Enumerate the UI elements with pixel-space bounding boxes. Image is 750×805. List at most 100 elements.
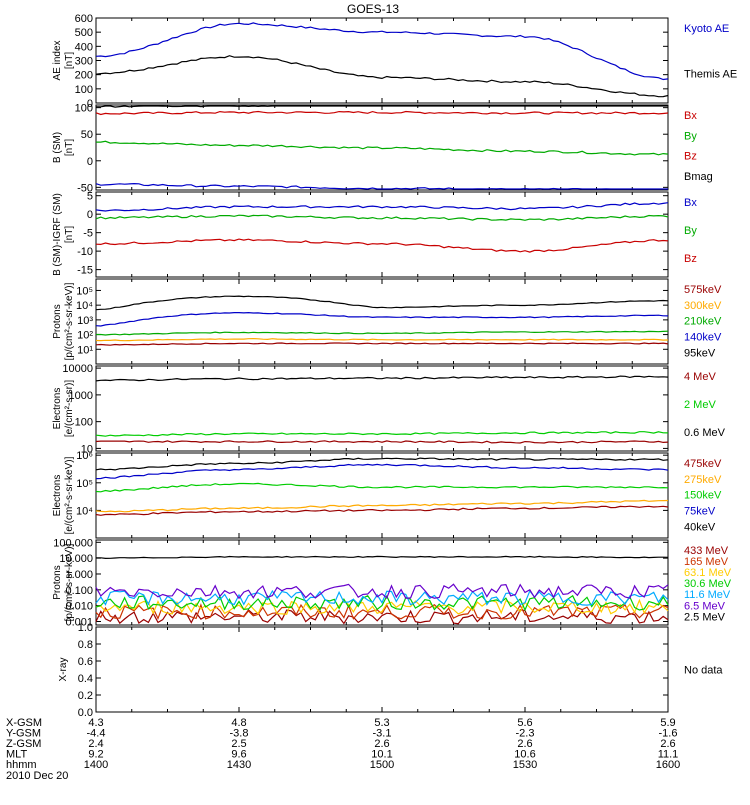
panel-frame [95, 626, 669, 713]
series-line [95, 463, 669, 480]
y-tick-label: 100 [75, 103, 93, 115]
ephemeris-value: -3.8 [230, 728, 249, 740]
series-line [95, 110, 669, 116]
y-axis-label: Protons [52, 304, 63, 338]
y-tick-label: 0.0 [78, 707, 93, 719]
legend-label: 63.1 MeV [684, 567, 732, 579]
y-tick-label: 1.0 [78, 622, 93, 634]
panel-xray: 1.0 0.8 0.6 0.4 0.2 0.0 X-ray No data [58, 622, 723, 719]
y-axis-label: Electrons [52, 475, 63, 517]
ephemeris-value: 10.1 [371, 749, 392, 761]
legend-label: 30.6 MeV [684, 578, 732, 590]
y-tick-label: 10¹ [77, 344, 93, 356]
y-axis-label: Electrons [52, 388, 63, 430]
y-tick-label: 10⁴ [76, 300, 93, 312]
series-line [95, 311, 669, 327]
ephemeris-value: -3.1 [373, 728, 392, 740]
series-line [95, 583, 669, 600]
legend-label: 300keV [684, 300, 722, 312]
y-tick-label: 10⁵ [76, 478, 93, 490]
legend-label: 140keV [684, 332, 722, 344]
y-axis-label: [p/(cm²-s-sr-keV)] [64, 282, 75, 360]
ephemeris-value: 10.6 [514, 749, 535, 761]
y-tick-label: 0 [87, 156, 93, 168]
legend-label: 6.5 MeV [684, 600, 726, 612]
series-line [95, 337, 669, 342]
series-line [95, 431, 669, 437]
legend-label: Bz [684, 151, 697, 163]
y-tick-label: 0 [87, 209, 93, 221]
y-tick-label: 10000 [62, 363, 93, 375]
series-line [96, 555, 669, 560]
panel-protons-high: 100.000 10.000 1.000 0.100 0.010 0.001 Protons… [52, 537, 732, 628]
series-line [96, 330, 669, 336]
series-line [95, 375, 669, 382]
y-tick-label: 0.001 [65, 616, 93, 628]
ephemeris-value: -2.3 [516, 728, 535, 740]
legend-label: 95keV [684, 347, 716, 359]
series-line [95, 499, 669, 513]
y-tick-label: 10³ [77, 315, 93, 327]
legend-label: Kyoto AE [684, 23, 729, 35]
y-tick-label: 10⁵ [76, 285, 93, 297]
y-tick-label: 1.000 [65, 569, 93, 581]
series-line [95, 440, 669, 444]
legend-label: Bz [684, 253, 697, 265]
series-line [95, 295, 669, 311]
y-tick-label: 5 [87, 191, 93, 203]
panel-frame [95, 278, 669, 365]
y-tick-label: 100 [75, 417, 93, 429]
plot-date: 2010 Dec 20 [6, 770, 68, 782]
series-line [96, 105, 668, 108]
ephemeris-value: 5.6 [517, 717, 532, 729]
series-line [95, 182, 668, 190]
panel-ae: 600 500 400 300 200 100 0 AE index [nT] Kyoto AE T… [52, 13, 737, 110]
series-line [95, 457, 669, 471]
ephemeris-value: 4.3 [88, 717, 103, 729]
ephemeris-value: 5.3 [374, 717, 389, 729]
legend-label: Bmag [684, 171, 713, 183]
series-line [95, 505, 669, 516]
y-axis-label: [nT] [64, 226, 75, 243]
legend-label: 210keV [684, 316, 722, 328]
panel-electrons-mev: 10000 1000 100 10 Electrons [e/(cm²-s-sr)] 4 M… [52, 363, 726, 455]
ephemeris-label: X-GSM [6, 717, 42, 729]
y-axis-label: AE index [52, 40, 63, 80]
series-line [95, 589, 669, 606]
panel-frame [95, 191, 669, 278]
legend-label: 475keV [684, 458, 722, 470]
legend-label: 75keV [684, 506, 716, 518]
legend-label: 11.6 MeV [684, 589, 731, 601]
y-axis-label: [nT] [64, 52, 75, 69]
y-axis-label: B (SM) [52, 132, 63, 163]
ephemeris-value: 1530 [513, 759, 537, 771]
y-tick-label: 10⁶ [76, 450, 93, 462]
legend-label: By [684, 225, 697, 237]
legend-label: 40keV [684, 521, 716, 533]
ephemeris-value: 2.5 [231, 738, 246, 750]
panel-bsm: 100 50 0 -50 B (SM) [nT] Bx By Bz Bmag [52, 103, 713, 195]
legend-label: No data [684, 665, 723, 677]
y-axis-label: [p/(cm²-s-sr-keV)] [64, 543, 75, 621]
y-tick-label: 50 [81, 129, 93, 141]
series-line [96, 140, 669, 156]
ephemeris-label: MLT [6, 749, 27, 761]
y-tick-label: -15 [77, 265, 93, 277]
ephemeris-value: 2.6 [660, 738, 675, 750]
y-tick-label: 100.000 [53, 537, 93, 549]
ephemeris-label: Y-GSM [6, 728, 41, 740]
legend-label: 4 MeV [684, 371, 716, 383]
ephemeris-value: -1.6 [659, 728, 678, 740]
series-line [95, 202, 669, 212]
legend-label: By [684, 130, 697, 142]
ephemeris-value: -4.4 [87, 728, 106, 740]
ephemeris-value: 1500 [370, 759, 394, 771]
y-axis-label: B (SM)-IGRF (SM) [52, 193, 63, 276]
series-line [95, 55, 669, 98]
y-tick-label: 500 [75, 27, 93, 39]
y-tick-label: 600 [75, 13, 93, 25]
ephemeris-value: 2.6 [374, 738, 389, 750]
legend-label: Bx [684, 197, 697, 209]
